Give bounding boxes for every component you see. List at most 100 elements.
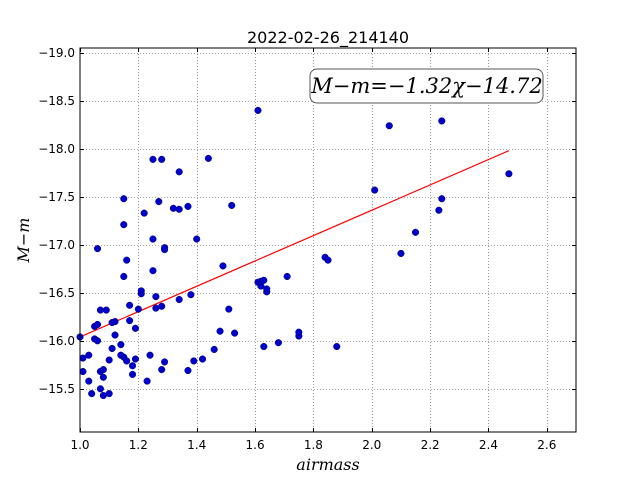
data-point xyxy=(111,318,119,326)
data-point xyxy=(120,195,128,203)
data-point xyxy=(120,272,128,281)
x-tick-label: 2.6 xyxy=(537,438,556,452)
data-point xyxy=(99,366,107,374)
data-point xyxy=(149,267,157,275)
data-point xyxy=(158,302,166,310)
data-point xyxy=(134,305,142,313)
chart-title: 2022-02-26_214140 xyxy=(247,28,409,48)
data-point xyxy=(123,256,131,264)
data-point xyxy=(198,355,207,363)
data-point xyxy=(99,373,107,381)
x-tick-label: 2.2 xyxy=(421,438,440,452)
data-point xyxy=(283,272,291,281)
data-point xyxy=(260,343,268,351)
data-point xyxy=(158,366,166,374)
data-point xyxy=(111,331,119,339)
data-point xyxy=(161,358,169,366)
y-tick-label: −18.0 xyxy=(38,142,75,156)
x-tick-label: 2.0 xyxy=(362,438,381,452)
data-point xyxy=(263,285,271,293)
data-point xyxy=(385,122,393,130)
fit-equation-box: M−m=−1.32χ−14.72 xyxy=(309,68,544,104)
data-point xyxy=(190,357,198,365)
data-point xyxy=(126,301,134,309)
data-point xyxy=(96,385,104,393)
data-point xyxy=(85,377,93,385)
y-tick-label: −16.5 xyxy=(38,286,75,300)
y-tick-label: −17.5 xyxy=(38,190,75,204)
data-point xyxy=(231,329,239,337)
data-point xyxy=(228,201,236,209)
data-point xyxy=(137,287,145,295)
data-point xyxy=(438,195,446,203)
data-point xyxy=(158,155,166,163)
data-point xyxy=(435,206,443,214)
data-point xyxy=(187,291,195,299)
axis-ticks: 1.0 1.2 1.4 1.6 1.8 2.0 2.2 2.4 2.6 −15.5 −16.0 −16… xyxy=(38,46,576,452)
data-point xyxy=(117,341,125,349)
data-point xyxy=(79,354,87,362)
x-axis-label: airmass xyxy=(296,455,359,474)
y-tick-label: −15.5 xyxy=(38,382,75,396)
y-axis-label: M−m xyxy=(14,218,33,264)
y-tick-label: −16.0 xyxy=(38,334,75,348)
data-point xyxy=(123,357,131,365)
data-point xyxy=(371,186,379,194)
x-tick-label: 1.0 xyxy=(70,438,89,452)
data-point xyxy=(149,235,157,243)
data-point xyxy=(128,362,137,370)
data-point xyxy=(204,154,212,162)
fit-equation: M−m=−1.32χ−14.72 xyxy=(310,74,542,98)
data-point xyxy=(175,168,183,176)
data-point xyxy=(333,343,341,351)
data-point xyxy=(219,262,227,270)
plot-frame xyxy=(79,47,577,433)
data-point xyxy=(184,367,192,375)
data-point xyxy=(216,327,224,335)
data-point xyxy=(225,305,233,313)
data-point xyxy=(184,202,192,210)
data-point xyxy=(93,337,102,345)
data-point xyxy=(260,276,268,284)
data-point xyxy=(175,295,183,304)
data-point xyxy=(146,351,154,359)
data-point xyxy=(155,198,163,206)
data-point xyxy=(105,356,113,364)
data-point xyxy=(397,249,405,257)
x-tick-label: 1.8 xyxy=(304,438,323,452)
data-point xyxy=(324,256,332,264)
data-point xyxy=(505,170,513,178)
data-point xyxy=(152,293,160,301)
data-point xyxy=(131,324,139,332)
data-point xyxy=(105,390,113,398)
data-point xyxy=(128,370,137,378)
fit-line-group xyxy=(79,150,510,338)
data-point xyxy=(175,205,183,213)
data-point xyxy=(140,209,148,217)
data-point xyxy=(120,221,128,229)
data-point xyxy=(254,106,262,114)
data-point xyxy=(85,351,93,359)
data-point xyxy=(149,155,157,163)
fit-equation-frame xyxy=(309,68,544,104)
data-point xyxy=(193,235,201,243)
x-tick-label: 1.6 xyxy=(246,438,265,452)
x-tick-label: 1.2 xyxy=(129,438,148,452)
data-point xyxy=(274,339,282,347)
y-tick-label: −18.5 xyxy=(38,94,75,108)
data-point xyxy=(102,306,110,314)
data-point xyxy=(411,228,420,236)
y-tick-label: −19.0 xyxy=(38,46,75,60)
scatter-points xyxy=(76,106,513,400)
data-point xyxy=(88,390,96,398)
data-point xyxy=(79,367,87,376)
x-tick-label: 2.4 xyxy=(479,438,498,452)
y-tick-label: −17.0 xyxy=(38,238,75,252)
data-point xyxy=(295,328,303,336)
data-point xyxy=(438,117,446,125)
data-point xyxy=(131,355,139,363)
data-point xyxy=(93,245,102,253)
data-point xyxy=(108,344,116,353)
